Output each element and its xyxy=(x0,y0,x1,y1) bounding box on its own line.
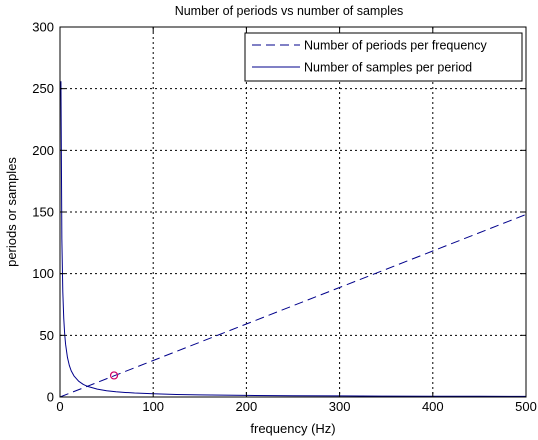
series-layer xyxy=(59,81,527,398)
x-tick-label-200: 200 xyxy=(236,399,258,414)
y-tick-label-200: 200 xyxy=(32,143,54,158)
series-line-periods xyxy=(59,214,527,398)
x-tick-label-300: 300 xyxy=(329,399,351,414)
y-tick-label-150: 150 xyxy=(32,205,54,220)
y-tick-label-100: 100 xyxy=(32,266,54,281)
x-tick-label-400: 400 xyxy=(422,399,444,414)
y-tick-label-300: 300 xyxy=(32,20,54,35)
chart-title: Number of periods vs number of samples xyxy=(175,4,404,18)
axis-ticks: 0 100 200 300 400 500 0 50 100 150 200 250 300 xyxy=(32,20,537,415)
y-tick-label-50: 50 xyxy=(40,328,54,343)
y-tick-label-250: 250 xyxy=(32,81,54,96)
legend: Number of periods per frequency Number o… xyxy=(244,32,523,82)
series-line-samples xyxy=(60,81,527,397)
grid xyxy=(60,27,526,397)
legend-entry-samples: Number of samples per period xyxy=(304,61,472,75)
x-tick-label-100: 100 xyxy=(142,399,164,414)
y-axis-label: periods or samples xyxy=(4,157,19,267)
x-tick-label-0: 0 xyxy=(56,399,63,414)
legend-entry-periods: Number of periods per frequency xyxy=(304,39,487,53)
legend-box xyxy=(244,32,523,82)
x-tick-label-500: 500 xyxy=(515,399,537,414)
intersection-marker xyxy=(109,371,119,380)
y-tick-label-0: 0 xyxy=(47,390,54,405)
x-axis-label: frequency (Hz) xyxy=(250,421,335,436)
